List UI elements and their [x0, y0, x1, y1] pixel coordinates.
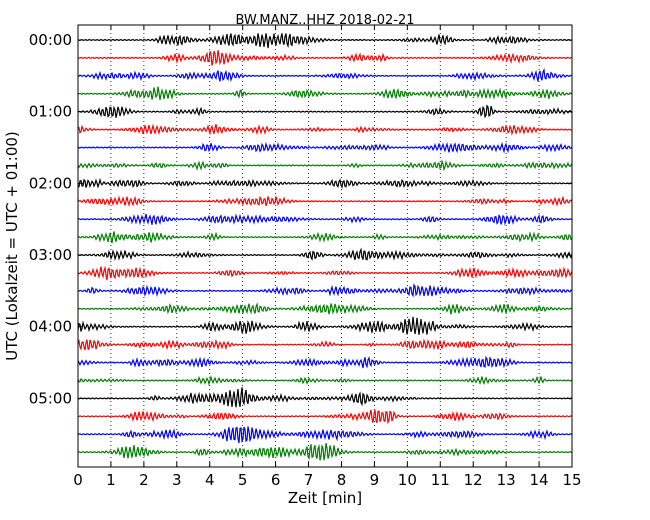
trace-line [77, 265, 573, 281]
x-tick-label: 10 [398, 471, 417, 489]
x-tick-label: 1 [106, 471, 116, 489]
x-tick-label: 7 [304, 471, 314, 489]
trace-line [77, 213, 573, 226]
trace-line [77, 123, 573, 136]
trace-line [77, 247, 573, 261]
trace-line [77, 177, 573, 190]
trace-line [77, 374, 573, 387]
y-tick-label: 00:00 [29, 31, 72, 49]
chart-title: BW.MANZ..HHZ 2018-02-21 [235, 13, 414, 28]
trace-line [77, 387, 573, 408]
trace-line [77, 316, 573, 335]
y-tick-label: 03:00 [29, 246, 72, 264]
trace-line [77, 159, 573, 172]
trace-line [77, 230, 573, 244]
y-tick-label: 05:00 [29, 389, 72, 407]
trace-line [77, 104, 573, 119]
y-tick-label: 02:00 [29, 174, 72, 192]
trace-line [77, 33, 573, 49]
x-tick-label: 14 [530, 471, 549, 489]
trace-line [77, 283, 573, 298]
y-tick-label: 04:00 [29, 318, 72, 336]
x-tick-label: 13 [497, 471, 516, 489]
trace-line [77, 86, 573, 101]
x-tick-label: 5 [238, 471, 248, 489]
trace-line [77, 67, 573, 83]
trace-line [77, 50, 573, 66]
x-tick-label: 15 [562, 471, 581, 489]
x-axis-ticks: 0 1 2 3 4 5 6 7 8 9 10 11 12 13 14 15 [73, 25, 582, 489]
seismic-traces [77, 33, 573, 461]
x-tick-label: 9 [370, 471, 380, 489]
x-tick-label: 11 [431, 471, 450, 489]
plot-frame [77, 24, 573, 468]
x-tick-label: 3 [172, 471, 182, 489]
x-tick-label: 12 [464, 471, 483, 489]
x-tick-label: 2 [139, 471, 149, 489]
trace-line [77, 302, 573, 315]
trace-line [77, 141, 573, 154]
trace-line [77, 442, 573, 461]
y-axis-ticks: 00:00 01:00 02:00 03:00 04:00 05:00 [29, 31, 572, 407]
trace-line [77, 355, 573, 369]
trace-line [77, 338, 573, 351]
x-tick-label: 6 [271, 471, 281, 489]
trace-line [77, 195, 573, 208]
x-tick-label: 4 [205, 471, 215, 489]
trace-line [77, 426, 573, 444]
y-axis-label: UTC (Lokalzeit = UTC + 01:00) [3, 131, 21, 361]
y-tick-label: 01:00 [29, 103, 72, 121]
trace-line [77, 409, 573, 425]
x-axis-label: Zeit [min] [288, 489, 362, 507]
x-tick-label: 0 [73, 471, 83, 489]
x-tick-label: 8 [337, 471, 347, 489]
